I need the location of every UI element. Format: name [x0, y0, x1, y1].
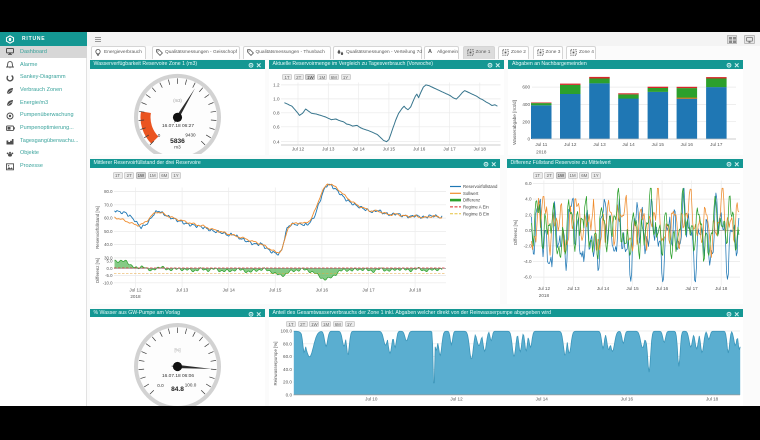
svg-text:60.0: 60.0 [283, 354, 292, 359]
svg-text:5.0: 5.0 [106, 258, 113, 263]
svg-text:2018: 2018 [538, 293, 549, 298]
svg-text:2018: 2018 [536, 149, 547, 154]
svg-text:16.07.18 06:06: 16.07.18 06:06 [161, 373, 193, 379]
svg-text:Jul 13: Jul 13 [322, 146, 335, 151]
svg-text:Jul 15: Jul 15 [652, 142, 665, 147]
svg-text:20.0: 20.0 [283, 380, 292, 385]
svg-text:Jul 13: Jul 13 [593, 142, 606, 147]
svg-text:Jul 12: Jul 12 [450, 397, 463, 402]
svg-text:Jul 18: Jul 18 [408, 287, 421, 292]
svg-text:Jul 12: Jul 12 [537, 286, 550, 291]
svg-text:84.8: 84.8 [171, 386, 184, 393]
svg-text:Jul 17: Jul 17 [685, 286, 698, 291]
svg-text:Jul 13: Jul 13 [567, 286, 580, 291]
svg-text:Jul 12: Jul 12 [129, 287, 142, 292]
svg-text:Jul 16: Jul 16 [315, 287, 328, 292]
svg-text:Jul 16: Jul 16 [620, 397, 633, 402]
svg-text:Jul 12: Jul 12 [291, 146, 304, 151]
svg-text:Differenz [%]: Differenz [%] [513, 219, 518, 244]
svg-text:100.0: 100.0 [280, 329, 292, 334]
svg-text:40.0: 40.0 [104, 242, 113, 247]
svg-text:0.8: 0.8 [273, 110, 280, 115]
svg-text:Jul 14: Jul 14 [222, 287, 235, 292]
svg-text:6.0: 6.0 [525, 181, 532, 186]
svg-text:Jul 15: Jul 15 [269, 287, 282, 292]
svg-text:1.2: 1.2 [273, 82, 280, 87]
svg-text:-10.0: -10.0 [102, 280, 112, 285]
svg-text:50.0: 50.0 [104, 228, 113, 233]
svg-text:100.0: 100.0 [184, 382, 196, 387]
svg-text:(m3): (m3) [173, 98, 182, 103]
svg-text:0.0: 0.0 [157, 383, 164, 388]
svg-text:400: 400 [522, 102, 530, 107]
svg-text:Regime B Ein: Regime B Ein [463, 211, 490, 216]
svg-text:Jul 15: Jul 15 [626, 286, 639, 291]
svg-text:Differenz [%]: Differenz [%] [95, 257, 100, 282]
svg-text:9430: 9430 [185, 132, 196, 137]
svg-text:Jul 16: Jul 16 [413, 146, 426, 151]
svg-text:Regime A Ein: Regime A Ein [463, 204, 489, 209]
svg-text:2018: 2018 [130, 294, 141, 299]
svg-text:Jul 16: Jul 16 [681, 142, 694, 147]
svg-text:Jul 13: Jul 13 [175, 287, 188, 292]
svg-text:600: 600 [522, 84, 530, 89]
svg-text:5836: 5836 [170, 138, 185, 145]
svg-text:Jul 17: Jul 17 [443, 146, 456, 151]
svg-text:Jul 15: Jul 15 [382, 146, 395, 151]
svg-text:Jul 18: Jul 18 [473, 146, 486, 151]
svg-text:0.6: 0.6 [273, 124, 280, 129]
svg-text:Jul 18: Jul 18 [715, 286, 728, 291]
svg-text:-4.0: -4.0 [523, 259, 531, 264]
svg-text:Jul 18: Jul 18 [705, 397, 718, 402]
svg-text:0.0: 0.0 [525, 227, 532, 232]
svg-text:2.0: 2.0 [525, 212, 532, 217]
svg-text:Wasserabgabe [m3/d]: Wasserabgabe [m3/d] [512, 100, 517, 145]
svg-text:200: 200 [522, 119, 530, 124]
svg-text:30.0: 30.0 [104, 255, 113, 260]
svg-text:Jul 10: Jul 10 [365, 397, 378, 402]
svg-text:Jul 17: Jul 17 [362, 287, 375, 292]
svg-text:m3: m3 [174, 144, 181, 149]
svg-text:Jul 16: Jul 16 [655, 286, 668, 291]
svg-text:Jul 14: Jul 14 [596, 286, 609, 291]
svg-text:0.0: 0.0 [285, 393, 292, 398]
svg-text:40.0: 40.0 [283, 367, 292, 372]
svg-text:70.0: 70.0 [104, 202, 113, 207]
svg-text:Differenz: Differenz [463, 197, 480, 202]
svg-text:-2.0: -2.0 [523, 243, 531, 248]
svg-text:16.07.18 06:27: 16.07.18 06:27 [161, 123, 193, 129]
svg-text:Reservoirfüllstand: Reservoirfüllstand [463, 184, 498, 189]
svg-text:Jul 14: Jul 14 [535, 397, 548, 402]
svg-text:80.0: 80.0 [104, 189, 113, 194]
svg-text:Jul 17: Jul 17 [710, 142, 723, 147]
svg-text:Reservoirfüllstand [%]: Reservoirfüllstand [%] [95, 206, 100, 249]
svg-text:80.0: 80.0 [283, 341, 292, 346]
svg-text:1.0: 1.0 [273, 96, 280, 101]
svg-text:4.0: 4.0 [525, 196, 532, 201]
svg-text:-5.0: -5.0 [105, 273, 113, 278]
svg-text:Jul 14: Jul 14 [352, 146, 365, 151]
svg-text:Sollwert: Sollwert [463, 190, 479, 195]
svg-text:60.0: 60.0 [104, 215, 113, 220]
svg-text:Jul 11: Jul 11 [535, 142, 547, 147]
svg-text:Jul 14: Jul 14 [622, 142, 635, 147]
svg-text:Jul 12: Jul 12 [564, 142, 577, 147]
svg-text:0.4: 0.4 [273, 139, 280, 144]
svg-text:Reinwasserpumpe [%]: Reinwasserpumpe [%] [273, 342, 278, 386]
svg-text:-6.0: -6.0 [523, 274, 531, 279]
svg-text:0: 0 [527, 136, 530, 141]
svg-text:0.0: 0.0 [106, 265, 113, 270]
svg-text:0: 0 [157, 133, 160, 138]
svg-text:[%]: [%] [174, 347, 180, 352]
